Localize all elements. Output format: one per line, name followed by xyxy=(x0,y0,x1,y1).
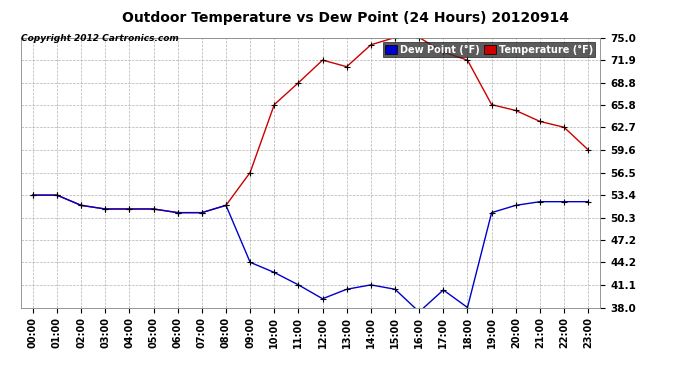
Text: Outdoor Temperature vs Dew Point (24 Hours) 20120914: Outdoor Temperature vs Dew Point (24 Hou… xyxy=(121,11,569,25)
Text: Copyright 2012 Cartronics.com: Copyright 2012 Cartronics.com xyxy=(21,34,179,43)
Legend: Dew Point (°F), Temperature (°F): Dew Point (°F), Temperature (°F) xyxy=(382,42,595,57)
